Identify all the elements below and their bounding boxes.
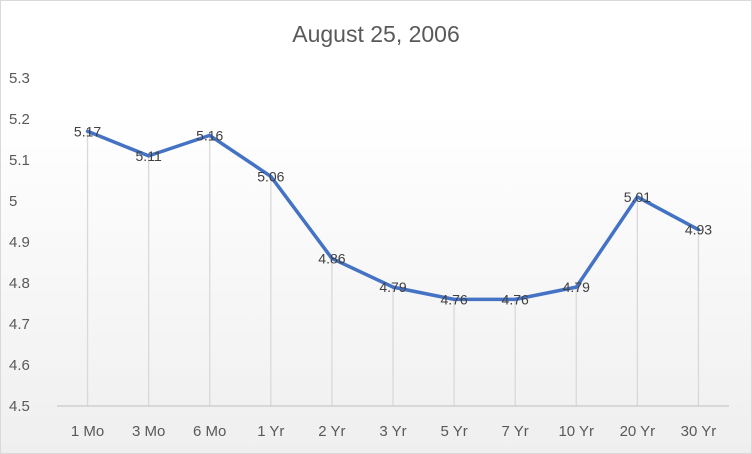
x-tick-label: 3 Yr (379, 423, 406, 440)
y-tick-label: 4.7 (9, 316, 30, 333)
data-label: 5.16 (196, 127, 223, 143)
data-label: 4.79 (379, 279, 406, 295)
y-tick-label: 4.5 (9, 398, 30, 415)
data-label: 4.79 (563, 279, 590, 295)
chart-title: August 25, 2006 (292, 21, 460, 47)
x-tick-label: 30 Yr (681, 423, 717, 440)
y-tick-label: 4.6 (9, 357, 30, 374)
x-tick-label: 6 Mo (193, 423, 226, 440)
data-label: 5.01 (624, 189, 651, 205)
y-tick-label: 4.9 (9, 234, 30, 251)
data-label: 5.11 (136, 148, 162, 164)
drop-lines (86, 131, 700, 406)
y-tick-label: 4.8 (9, 275, 30, 292)
x-tick-label: 7 Yr (502, 423, 529, 440)
x-tick-label: 2 Yr (318, 423, 345, 440)
data-label: 5.06 (257, 168, 284, 184)
y-tick-label: 5.1 (9, 152, 30, 169)
data-label: 5.17 (74, 123, 101, 139)
data-labels: 5.17 5.11 5.16 5.06 4.86 4.79 4.76 4.76 4.79 5.01… (74, 123, 712, 307)
x-tick-label: 5 Yr (440, 423, 467, 440)
series-line (85, 129, 701, 302)
x-tick-label: 10 Yr (558, 423, 594, 440)
x-tick-label: 20 Yr (620, 423, 656, 440)
data-label: 4.93 (685, 222, 712, 238)
data-label: 4.76 (502, 291, 529, 307)
data-label: 4.76 (440, 291, 467, 307)
x-tick-label: 3 Mo (132, 423, 165, 440)
data-label: 4.86 (318, 250, 345, 266)
y-tick-label: 5.3 (9, 70, 30, 87)
y-tick-label: 5 (9, 193, 17, 210)
x-tick-label: 1 Mo (71, 423, 104, 440)
x-tick-label: 1 Yr (257, 423, 284, 440)
y-tick-label: 5.2 (9, 111, 30, 128)
y-axis: 4.5 4.6 4.7 4.8 4.9 5 5.1 5.2 5.3 (9, 70, 30, 415)
x-axis: 1 Mo 3 Mo 6 Mo 1 Yr 2 Yr 3 Yr 5 Yr 7 Yr 10 Yr 20 … (71, 423, 716, 440)
